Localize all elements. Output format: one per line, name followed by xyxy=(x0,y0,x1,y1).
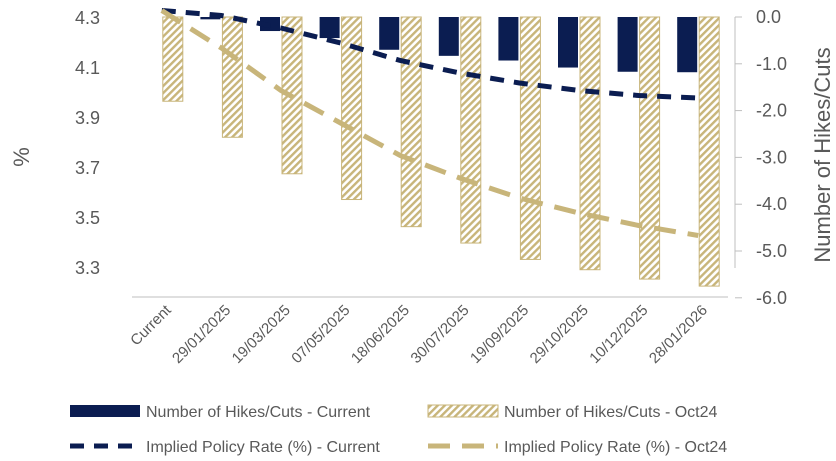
line-implied-oct24 xyxy=(160,8,699,238)
y-tick-label: 3.9 xyxy=(75,108,100,128)
bar-current-4 xyxy=(379,17,400,50)
y2-tick-label: -5.0 xyxy=(756,241,787,261)
bar-current-9 xyxy=(677,17,698,73)
legend-swatch-bar-oct24 xyxy=(427,404,499,418)
legend-entry-label: Number of Hikes/Cuts - Current xyxy=(146,404,371,421)
x-tick-label: 19/03/2025 xyxy=(229,302,294,367)
bar-current-7 xyxy=(558,17,578,68)
bar-oct24-6 xyxy=(519,16,541,260)
y-tick-label: 3.5 xyxy=(75,208,100,228)
legend-entry-label: Number of Hikes/Cuts - Oct24 xyxy=(504,404,718,421)
y2-tick-label: 0.0 xyxy=(756,7,781,27)
bar-oct24-4 xyxy=(400,16,422,228)
x-tick-label: 10/12/2025 xyxy=(586,302,651,367)
legend: Number of Hikes/Cuts - Current Number of … xyxy=(70,404,727,456)
bar-current-6 xyxy=(498,17,519,61)
x-tick-label: 19/09/2025 xyxy=(467,302,532,367)
y-tick-label: 3.7 xyxy=(75,158,100,178)
x-tick-label: Current xyxy=(127,301,175,349)
bar-current-5 xyxy=(438,17,459,56)
bar-oct24-5 xyxy=(460,16,482,244)
bar-oct24-1 xyxy=(221,16,243,138)
bar-oct24-3 xyxy=(341,16,363,201)
y2-tick-label: -4.0 xyxy=(756,194,787,214)
bar-current-3 xyxy=(319,17,340,39)
legend-swatch-bar-current xyxy=(70,405,140,417)
x-tick-label: 30/07/2025 xyxy=(408,302,473,367)
x-tick-label: 18/06/2025 xyxy=(348,302,413,367)
legend-entry-label: Implied Policy Rate (%) - Oct24 xyxy=(504,439,727,456)
y-axis-title: % xyxy=(9,147,34,167)
y2-tick-label: -6.0 xyxy=(756,288,787,308)
y2-tick-label: -2.0 xyxy=(756,101,787,121)
bars-layer xyxy=(162,16,720,287)
legend-entry-label: Implied Policy Rate (%) - Current xyxy=(146,439,380,456)
bar-oct24-7 xyxy=(579,16,601,271)
bar-oct24-9 xyxy=(698,16,720,287)
bar-oct24-8 xyxy=(639,16,661,280)
bar-current-8 xyxy=(617,17,638,72)
y-tick-label: 4.3 xyxy=(75,8,100,28)
x-tick-label: 29/10/2025 xyxy=(527,302,592,367)
bar-oct24-0 xyxy=(162,16,184,102)
bar-current-1 xyxy=(200,17,221,20)
line-implied-current xyxy=(161,8,699,101)
x-tick-label: 28/01/2026 xyxy=(646,302,711,367)
y2-axis-title: Number of Hikes/Cuts xyxy=(810,47,835,262)
y2-tick-label: -3.0 xyxy=(756,147,787,167)
x-tick-label: 07/05/2025 xyxy=(288,302,353,367)
lines-layer xyxy=(160,8,699,238)
x-tick-label: 29/01/2025 xyxy=(169,302,234,367)
y2-tick-label: -1.0 xyxy=(756,54,787,74)
y-tick-label: 3.3 xyxy=(75,258,100,278)
y-tick-label: 4.1 xyxy=(75,58,100,78)
